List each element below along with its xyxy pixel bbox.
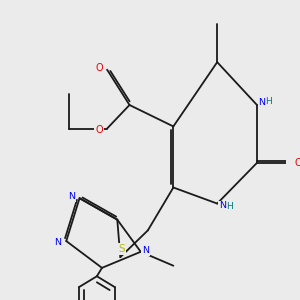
Text: N: N [142,246,149,255]
Text: O: O [295,158,300,168]
Text: H: H [266,98,272,106]
Text: N: N [258,98,266,107]
Text: S: S [118,244,125,254]
Text: O: O [95,63,103,73]
Text: N: N [68,192,75,201]
Text: N: N [54,238,61,247]
Text: O: O [95,125,103,135]
Text: H: H [226,202,232,211]
Text: N: N [219,202,226,211]
